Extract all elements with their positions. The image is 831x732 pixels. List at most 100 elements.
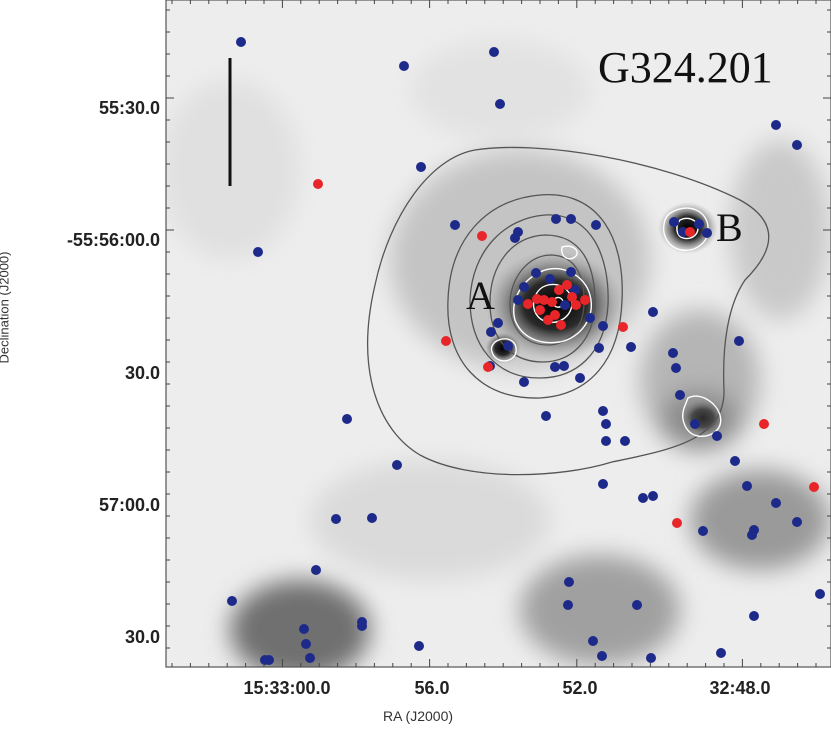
- blue-source-marker: [414, 641, 424, 651]
- blue-source-marker: [575, 373, 585, 383]
- red-source-marker: [313, 179, 323, 189]
- blue-source-marker: [632, 600, 642, 610]
- x-tick-label: 56.0: [414, 678, 450, 698]
- blue-source-marker: [626, 342, 636, 352]
- y-tick-label: -55:56:00.0: [66, 230, 160, 250]
- blue-source-marker: [560, 300, 570, 310]
- blue-source-marker: [702, 228, 712, 238]
- x-tick-label: 32:48.0: [709, 678, 771, 698]
- y-tick-label: 30.0: [124, 363, 160, 383]
- blue-source-marker: [598, 321, 608, 331]
- blue-source-marker: [342, 414, 352, 424]
- blue-source-marker: [236, 37, 246, 47]
- red-source-marker: [809, 482, 819, 492]
- x-axis-title: RA (J2000): [382, 708, 454, 724]
- clump-label-b: B: [716, 205, 743, 250]
- red-source-marker: [618, 322, 628, 332]
- red-source-marker: [580, 295, 590, 305]
- blue-source-marker: [489, 47, 499, 57]
- red-source-marker: [523, 299, 533, 309]
- blue-source-marker: [747, 530, 757, 540]
- clump-label-a: A: [466, 273, 495, 318]
- blue-source-marker: [594, 343, 604, 353]
- blue-source-marker: [305, 653, 315, 663]
- y-tick-label: 57:00.0: [98, 495, 160, 515]
- red-source-marker: [556, 320, 566, 330]
- y-axis-title: Declination (J2000): [0, 251, 12, 364]
- blue-source-marker: [486, 327, 496, 337]
- axis-ticks: [166, 0, 831, 667]
- blue-source-marker: [668, 348, 678, 358]
- blue-source-marker: [566, 214, 576, 224]
- blue-source-marker: [367, 513, 377, 523]
- blue-source-marker: [493, 318, 503, 328]
- red-source-marker: [539, 295, 549, 305]
- red-source-markers: [313, 179, 819, 528]
- blue-source-marker: [792, 140, 802, 150]
- blue-source-marker: [669, 217, 679, 227]
- blue-source-marker: [588, 636, 598, 646]
- blue-source-marker: [253, 247, 263, 257]
- blue-source-marker: [513, 295, 523, 305]
- red-source-marker: [535, 305, 545, 315]
- x-tick-label: 15:33:00.0: [243, 678, 331, 698]
- red-source-marker: [543, 315, 553, 325]
- red-source-marker: [441, 336, 451, 346]
- blue-source-marker: [392, 460, 402, 470]
- blue-source-marker: [601, 436, 611, 446]
- blue-source-marker: [519, 377, 529, 387]
- blue-source-marker: [299, 624, 309, 634]
- blue-source-marker: [698, 526, 708, 536]
- blue-source-marker: [357, 621, 367, 631]
- blue-source-marker: [601, 419, 611, 429]
- blue-source-marker: [671, 363, 681, 373]
- blue-source-marker: [564, 577, 574, 587]
- greyscale-image: [166, 0, 831, 667]
- x-tick-label: 52.0: [562, 678, 598, 698]
- blue-source-marker: [620, 436, 630, 446]
- blue-source-marker: [749, 611, 759, 621]
- blue-source-marker: [541, 411, 551, 421]
- blue-source-marker: [694, 219, 704, 229]
- red-source-marker: [483, 362, 493, 372]
- blue-source-marker: [690, 419, 700, 429]
- blue-source-marker: [519, 282, 529, 292]
- blue-source-marker: [597, 651, 607, 661]
- blue-source-marker: [648, 491, 658, 501]
- red-source-marker: [567, 292, 577, 302]
- blue-source-marker: [742, 481, 752, 491]
- blue-source-marker: [771, 120, 781, 130]
- outer-contours: [367, 146, 770, 476]
- red-source-marker: [562, 280, 572, 290]
- blue-source-markers: [227, 37, 825, 665]
- blue-source-marker: [503, 341, 513, 351]
- blue-source-marker: [551, 214, 561, 224]
- blue-source-marker: [450, 220, 460, 230]
- blue-source-marker: [585, 313, 595, 323]
- red-source-marker: [547, 297, 557, 307]
- blue-source-marker: [416, 162, 426, 172]
- blue-source-marker: [510, 233, 520, 243]
- blue-source-marker: [598, 479, 608, 489]
- source-name-label: G324.201: [598, 43, 773, 92]
- blue-source-marker: [792, 517, 802, 527]
- blue-source-marker: [550, 362, 560, 372]
- red-source-marker: [477, 231, 487, 241]
- blue-source-marker: [638, 493, 648, 503]
- blue-source-marker: [648, 307, 658, 317]
- blue-source-marker: [301, 639, 311, 649]
- blue-source-marker: [495, 99, 505, 109]
- blue-source-marker: [311, 565, 321, 575]
- blue-source-marker: [598, 406, 608, 416]
- plot-frame: [165, 0, 831, 668]
- blue-source-marker: [545, 274, 555, 284]
- blue-source-marker: [260, 655, 270, 665]
- red-source-marker: [672, 518, 682, 528]
- blue-source-marker: [646, 653, 656, 663]
- blue-source-marker: [227, 596, 237, 606]
- blue-source-marker: [563, 600, 573, 610]
- blue-source-marker: [399, 61, 409, 71]
- blue-source-marker: [559, 361, 569, 371]
- blue-source-marker: [734, 336, 744, 346]
